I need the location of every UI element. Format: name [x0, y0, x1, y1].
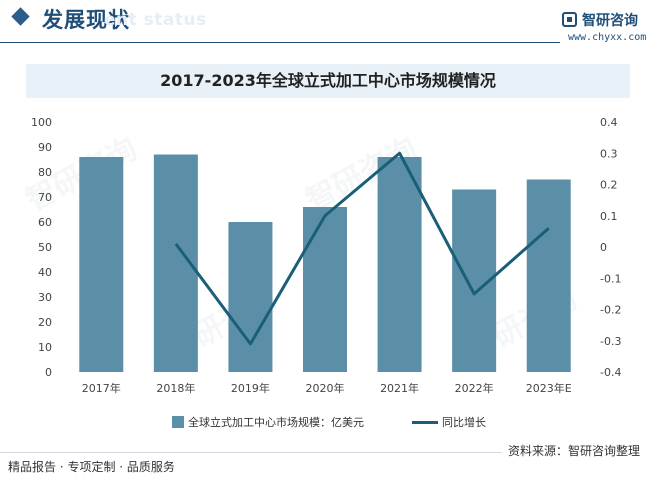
- legend-label-bar: 全球立式加工中心市场规模：亿美元: [188, 416, 364, 429]
- bar: [79, 157, 124, 372]
- y-left-tick-label: 80: [38, 166, 52, 179]
- y-left-tick-label: 40: [38, 266, 52, 279]
- bar: [303, 207, 347, 372]
- chart-plot: 0 10 20 30 40 50 60 70 80 90 100 -0.4 -0.3 -0.2 -0.1 0 0…: [31, 116, 621, 395]
- bar: [526, 179, 571, 372]
- y-left-tick-label: 30: [38, 291, 52, 304]
- y-right-tick-label: 0.1: [600, 210, 618, 223]
- chart-title-band: 2017-2023年全球立式加工中心市场规模情况: [26, 64, 630, 98]
- brand-logo: 智研咨询 www.chyxx.com: [562, 10, 656, 46]
- footer-divider: [0, 452, 502, 453]
- x-tick-label: 2018年: [156, 381, 195, 395]
- x-tick-label: 2022年: [455, 381, 494, 395]
- y-right-tick-label: -0.1: [600, 272, 621, 285]
- legend-swatch-line: [412, 421, 438, 424]
- chart-title: 2017-2023年全球立式加工中心市场规模情况: [160, 71, 496, 90]
- bar: [377, 157, 422, 372]
- legend-swatch-bar: [172, 416, 184, 428]
- section-header: 发展现状 ent status 智研咨询 www.chyxx.com: [0, 0, 660, 44]
- header-divider: [0, 42, 560, 43]
- y-left-tick-label: 20: [38, 316, 52, 329]
- brand-name: 智研咨询: [582, 13, 638, 29]
- y-right-tick-label: 0.2: [600, 179, 618, 192]
- logo-icon: [562, 12, 577, 27]
- y-left-tick-label: 90: [38, 141, 52, 154]
- x-tick-label: 2020年: [306, 381, 345, 395]
- x-tick-label: 2023年E: [526, 381, 572, 395]
- diamond-icon: [11, 7, 30, 26]
- legend-label-line: 同比增长: [442, 416, 486, 429]
- y-left-tick-label: 50: [38, 241, 52, 254]
- y-right-tick-label: 0.3: [600, 147, 618, 160]
- brand-url: www.chyxx.com: [568, 32, 647, 43]
- x-tick-label: 2019年: [231, 381, 270, 395]
- y-right-tick-label: -0.2: [600, 304, 621, 317]
- source-note: 资料来源：智研咨询整理: [508, 444, 641, 458]
- footer-tagline: 精品报告 · 专项定制 · 品质服务: [8, 460, 175, 474]
- y-left-tick-label: 0: [45, 366, 52, 379]
- y-right-tick-label: -0.4: [600, 366, 621, 379]
- y-right-tick-label: -0.3: [600, 335, 621, 348]
- growth-line: [174, 151, 550, 346]
- section-subtitle: ent status: [104, 10, 207, 30]
- y-left-tick-label: 100: [31, 116, 52, 129]
- x-tick-label: 2017年: [82, 381, 121, 395]
- y-left-tick-label: 70: [38, 191, 52, 204]
- y-left-tick-label: 60: [38, 216, 52, 229]
- y-right-tick-label: 0: [600, 241, 607, 254]
- bar: [228, 222, 273, 372]
- y-left-tick-label: 10: [38, 341, 52, 354]
- y-right-tick-label: 0.4: [600, 116, 618, 129]
- section-title: 发展现状: [42, 8, 130, 32]
- x-tick-label: 2021年: [380, 381, 419, 395]
